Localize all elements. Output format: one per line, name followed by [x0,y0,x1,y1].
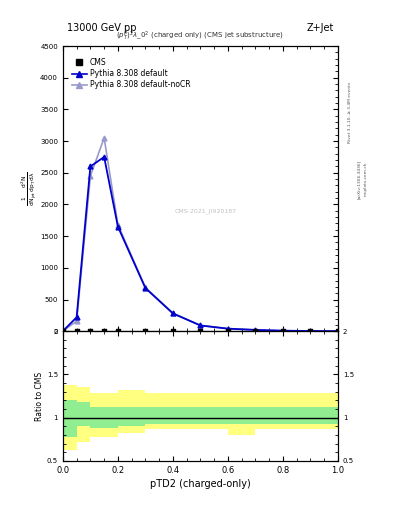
Y-axis label: Ratio to CMS: Ratio to CMS [35,371,44,420]
Point [252,327,259,335]
Point [60,327,66,335]
Point [225,327,231,335]
Point [335,327,341,335]
Text: CMS-2021_JI920187: CMS-2021_JI920187 [175,208,237,215]
Text: Rivet 3.1.10, ≥ 3.4M events: Rivet 3.1.10, ≥ 3.4M events [348,82,352,143]
Point [101,327,107,335]
Text: Z+Jet: Z+Jet [307,23,334,33]
Point [280,327,286,335]
Text: $(p_T^P)^2\lambda\_0^2$ (charged only) (CMS jet substructure): $(p_T^P)^2\lambda\_0^2$ (charged only) (… [116,30,285,43]
Point [307,327,314,335]
Point [197,327,204,335]
X-axis label: pTD2 (charged-only): pTD2 (charged-only) [150,479,251,489]
Legend: CMS, Pythia 8.308 default, Pythia 8.308 default-noCR: CMS, Pythia 8.308 default, Pythia 8.308 … [70,56,193,92]
Text: mcplots.cern.ch: mcplots.cern.ch [364,162,367,197]
Point [87,327,94,335]
Text: [arXiv:1306.3436]: [arXiv:1306.3436] [357,160,361,199]
Point [73,327,80,335]
Text: 13000 GeV pp: 13000 GeV pp [67,23,136,33]
Y-axis label: $\mathregular{\frac{1}{dN_{jet}} \frac{d^2N}{dp_T\,d\lambda}}$: $\mathregular{\frac{1}{dN_{jet}} \frac{d… [19,171,39,206]
Point [142,327,149,335]
Point [170,327,176,335]
Point [115,327,121,335]
